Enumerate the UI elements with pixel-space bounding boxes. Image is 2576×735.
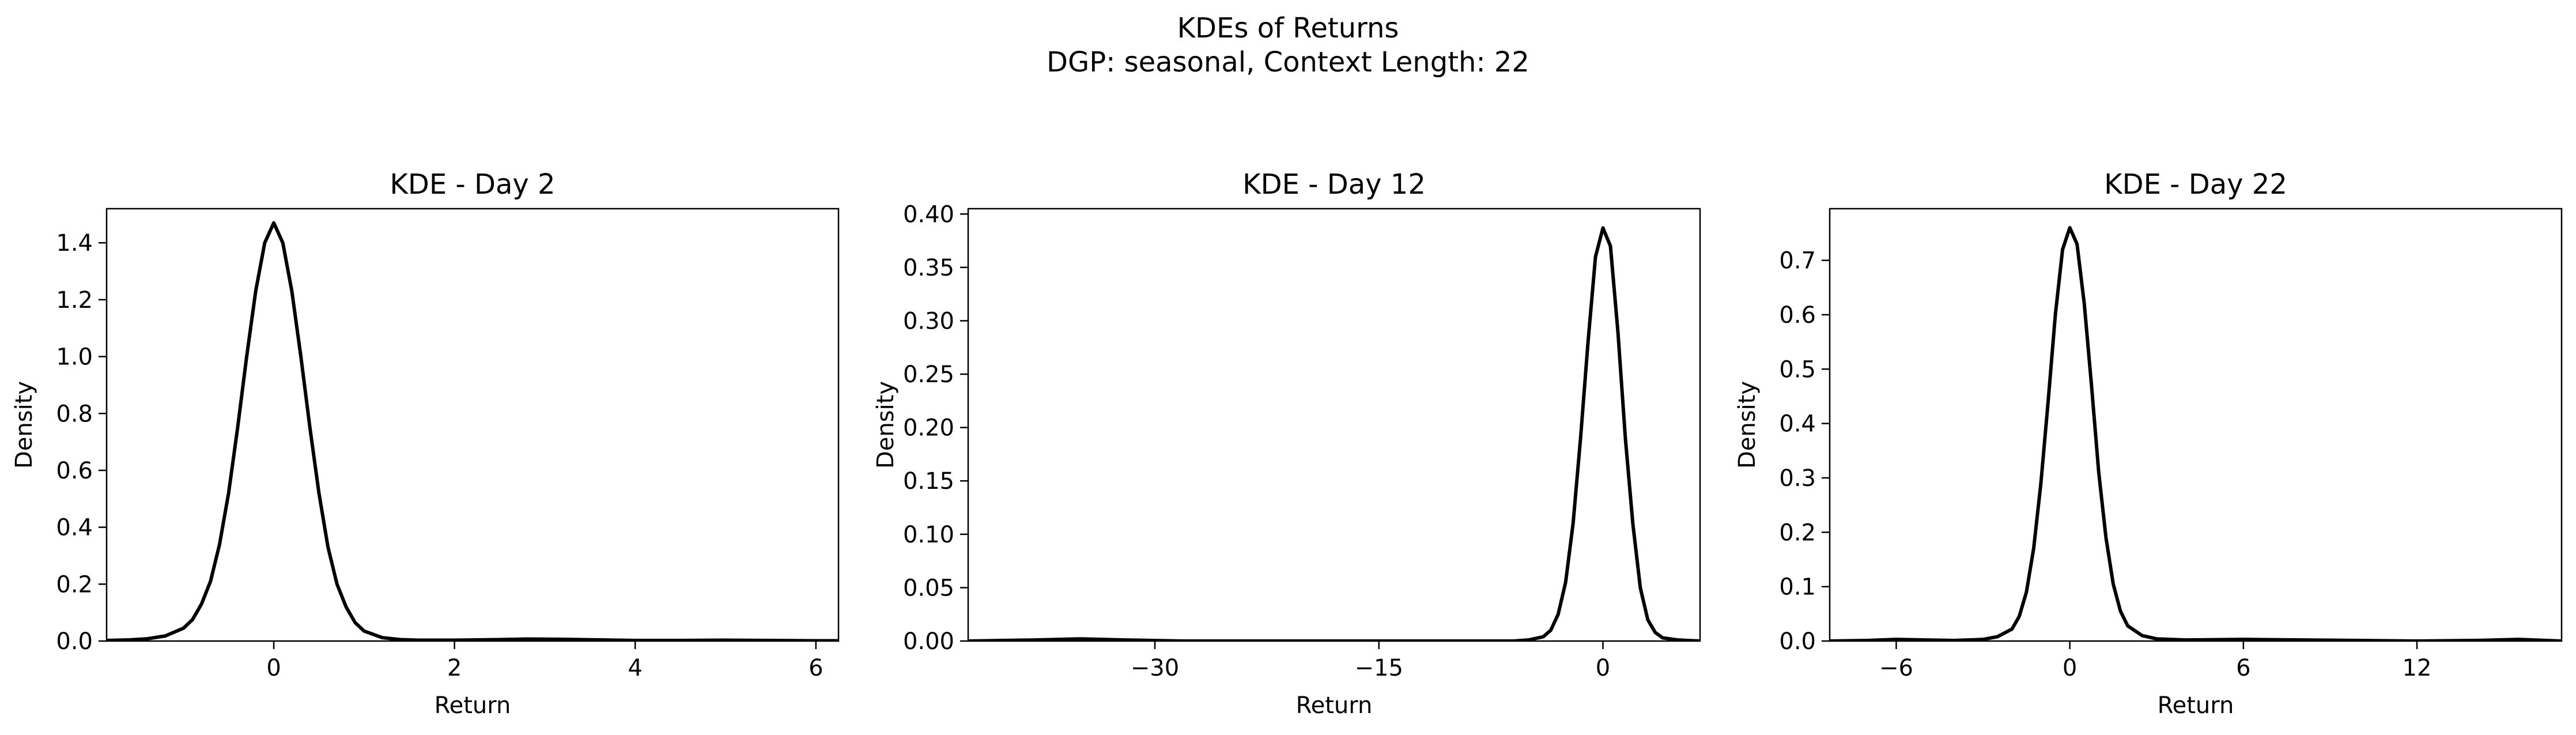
subplot-1: 0 2 4 6 0.0 0.2 0.4 0.6 0.8 1.0 1.2 1.4 KDE - Day 2 R… bbox=[11, 168, 840, 719]
subplot-3: −6 0 6 12 0.0 0.1 0.2 0.3 0.4 0.5 0.6 0.7 KDE - Day … bbox=[1734, 168, 2563, 719]
y-tick-label: 0.35 bbox=[903, 255, 954, 281]
y-tick-label: 0.4 bbox=[1779, 411, 1816, 438]
x-axis-label: Return bbox=[2158, 692, 2234, 719]
x-tick-label: 2 bbox=[447, 655, 462, 681]
x-tick-label: 4 bbox=[628, 655, 642, 681]
y-tick-label: 0.5 bbox=[1779, 356, 1816, 383]
x-tick-label: 0 bbox=[2063, 655, 2077, 681]
kde-line bbox=[1830, 226, 2562, 641]
y-tick-label: 0.0 bbox=[1779, 628, 1816, 655]
kde-line bbox=[968, 226, 1700, 641]
y-tick-label: 0.6 bbox=[56, 458, 93, 484]
y-axis-label: Density bbox=[11, 381, 37, 469]
axes-frame bbox=[105, 208, 840, 642]
y-tick-label: 0.8 bbox=[56, 401, 93, 427]
x-tick-label: 6 bbox=[2236, 655, 2250, 681]
y-axis-label: Density bbox=[1734, 381, 1761, 469]
y-tick-label: 1.4 bbox=[56, 230, 93, 257]
y-tick-label: 0.25 bbox=[903, 361, 954, 388]
x-tick-label: −6 bbox=[1879, 655, 1913, 681]
x-tick-label: −30 bbox=[1131, 655, 1179, 681]
subplot-title: KDE - Day 12 bbox=[1242, 168, 1426, 201]
y-tick-label: 0.7 bbox=[1779, 248, 1816, 274]
y-tick-label: 0.4 bbox=[56, 515, 93, 541]
x-tick-label: 6 bbox=[809, 655, 823, 681]
y-tick-label: 0.3 bbox=[1779, 465, 1816, 492]
x-axis-label: Return bbox=[1296, 692, 1373, 719]
x-axis-label: Return bbox=[435, 692, 511, 719]
y-tick-label: 0.15 bbox=[903, 468, 954, 495]
y-tick-label: 0.2 bbox=[1779, 519, 1816, 546]
y-tick-label: 0.2 bbox=[56, 571, 93, 598]
y-tick-label: 0.1 bbox=[1779, 574, 1816, 601]
y-tick-label: 1.0 bbox=[56, 344, 93, 371]
y-tick-label: 0.6 bbox=[1779, 302, 1816, 329]
axes-frame bbox=[1829, 208, 2563, 642]
x-tick-label: 12 bbox=[2403, 655, 2432, 681]
y-tick-label: 0.40 bbox=[903, 201, 954, 228]
axes-frame bbox=[967, 208, 1701, 642]
figure-title-line-2: DGP: seasonal, Context Length: 22 bbox=[1047, 46, 1529, 78]
subplot-title: KDE - Day 2 bbox=[390, 168, 555, 201]
x-tick-label: 0 bbox=[1596, 655, 1610, 681]
y-tick-label: 0.10 bbox=[903, 522, 954, 548]
figure-title: KDEs of Returns DGP: seasonal, Context L… bbox=[0, 12, 2576, 80]
y-tick-label: 0.00 bbox=[903, 628, 954, 655]
kde-line bbox=[107, 221, 838, 641]
subplot-2: −30 −15 0 0.00 0.05 0.10 0.15 0.20 0.25 0.30 0.35 0… bbox=[872, 168, 1701, 719]
figure-title-line-1: KDEs of Returns bbox=[1177, 12, 1399, 44]
y-tick-label: 0.20 bbox=[903, 415, 954, 442]
y-tick-label: 0.0 bbox=[56, 628, 93, 655]
x-tick-label: 0 bbox=[266, 655, 281, 681]
subplot-title: KDE - Day 22 bbox=[2104, 168, 2287, 201]
y-tick-label: 0.05 bbox=[903, 575, 954, 601]
x-tick-label: −15 bbox=[1355, 655, 1403, 681]
y-tick-label: 0.30 bbox=[903, 308, 954, 334]
y-axis-label: Density bbox=[872, 381, 899, 469]
y-tick-label: 1.2 bbox=[56, 287, 93, 314]
